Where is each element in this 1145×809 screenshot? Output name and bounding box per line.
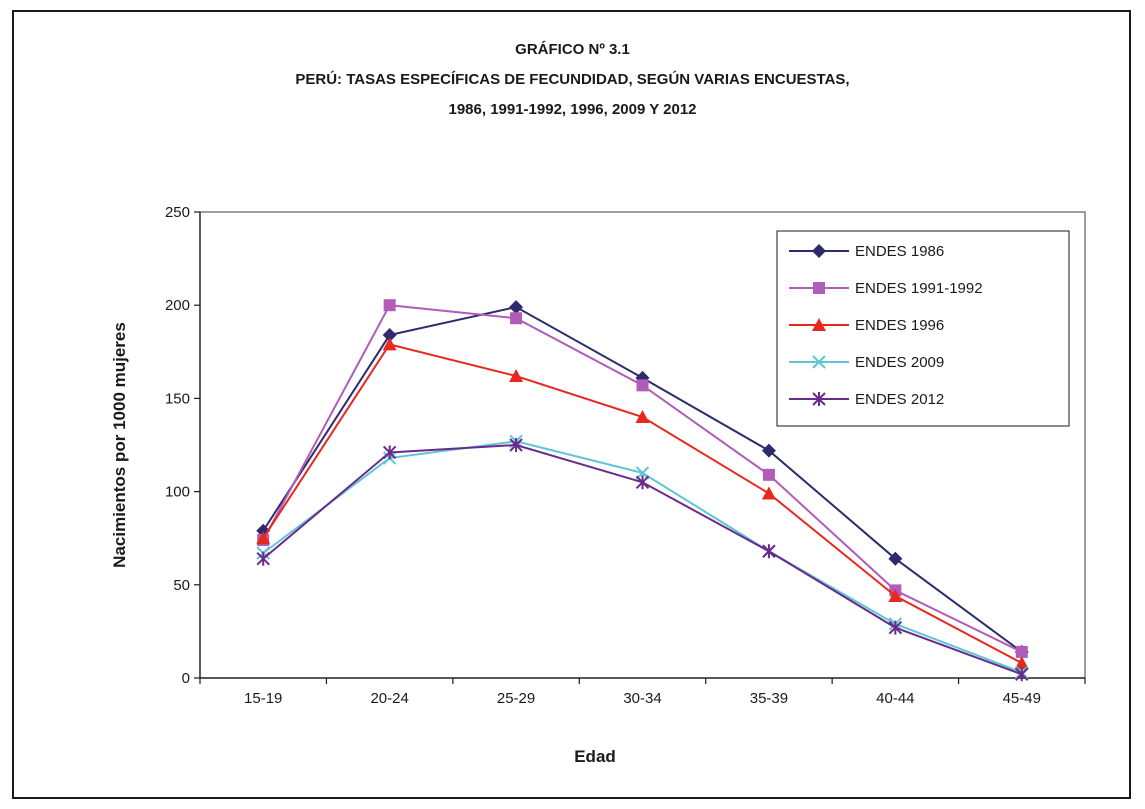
legend-box bbox=[776, 230, 1070, 427]
chart-title-line-2: PERÚ: TASAS ESPECÍFICAS DE FECUNDIDAD, S… bbox=[295, 71, 850, 88]
chart-title-line-1: GRÁFICO Nº 3.1 bbox=[515, 41, 630, 58]
y-tick-label: 0 bbox=[182, 670, 190, 687]
legend-label: ENDES 1991-1992 bbox=[855, 280, 983, 297]
y-tick-label: 50 bbox=[173, 577, 190, 594]
data-point bbox=[635, 475, 650, 490]
x-tick-label: 15-19 bbox=[244, 690, 282, 707]
legend-item: ENDES 1991-1992 bbox=[789, 280, 983, 297]
data-point bbox=[509, 369, 524, 383]
legend-item: ENDES 2009 bbox=[789, 354, 944, 371]
y-axis-title: Nacimientos por 1000 mujeres bbox=[110, 322, 129, 568]
data-point bbox=[382, 337, 397, 351]
data-point bbox=[382, 328, 397, 343]
series-4 bbox=[256, 434, 1029, 680]
y-tick-label: 100 bbox=[165, 484, 190, 501]
data-point bbox=[1015, 645, 1028, 658]
legend-label: ENDES 2012 bbox=[855, 391, 944, 408]
x-tick-label: 30-34 bbox=[623, 690, 661, 707]
legend-swatch-marker bbox=[812, 244, 826, 258]
y-tick-label: 250 bbox=[165, 204, 190, 221]
x-tick-label: 20-24 bbox=[370, 690, 408, 707]
data-point bbox=[761, 486, 776, 500]
data-point bbox=[761, 443, 776, 458]
x-tick-label: 40-44 bbox=[876, 690, 914, 707]
axes: 0 50 100 150 200 250 15-19 20-24 25-29 30-34 35-39… bbox=[165, 204, 1086, 707]
data-point bbox=[509, 438, 523, 452]
x-tick-label: 25-29 bbox=[497, 690, 535, 707]
legend-item: ENDES 2012 bbox=[789, 391, 944, 408]
legend-swatch-marker bbox=[813, 282, 825, 294]
series-layer bbox=[256, 299, 1029, 682]
data-point bbox=[1015, 667, 1029, 682]
series-5 bbox=[256, 438, 1029, 682]
data-point bbox=[256, 531, 271, 545]
data-point bbox=[888, 588, 903, 602]
data-point bbox=[509, 300, 524, 315]
data-point bbox=[762, 468, 775, 481]
data-point bbox=[510, 312, 523, 325]
marker-stroke bbox=[812, 355, 826, 369]
chart-title-line-3: 1986, 1991-1992, 1996, 2009 Y 2012 bbox=[448, 101, 697, 118]
y-tick-label: 150 bbox=[165, 390, 190, 407]
legend-swatch-marker bbox=[812, 392, 826, 406]
legend-label: ENDES 1986 bbox=[855, 243, 944, 260]
legend: ENDES 1986 ENDES 1991-1992 ENDES 1996 ENDES… bbox=[776, 230, 1070, 427]
data-point bbox=[636, 379, 649, 392]
data-point bbox=[635, 410, 650, 424]
data-point bbox=[256, 551, 270, 566]
data-point bbox=[888, 620, 903, 635]
x-axis-title: Edad bbox=[574, 747, 616, 766]
x-tick-label: 35-39 bbox=[750, 690, 788, 707]
x-tick-label: 45-49 bbox=[1003, 690, 1041, 707]
legend-label: ENDES 1996 bbox=[855, 317, 944, 334]
series-3 bbox=[256, 337, 1029, 670]
data-point bbox=[383, 299, 396, 312]
data-point bbox=[888, 551, 903, 566]
legend-swatch-marker bbox=[812, 318, 826, 331]
legend-label: ENDES 2009 bbox=[855, 354, 944, 371]
data-point bbox=[382, 445, 397, 460]
data-point bbox=[762, 544, 776, 559]
legend-item: ENDES 1996 bbox=[789, 317, 944, 334]
data-point bbox=[1014, 656, 1029, 670]
legend-item: ENDES 1986 bbox=[789, 243, 944, 260]
y-tick-label: 200 bbox=[165, 297, 190, 314]
legend-swatch-marker bbox=[812, 355, 826, 369]
